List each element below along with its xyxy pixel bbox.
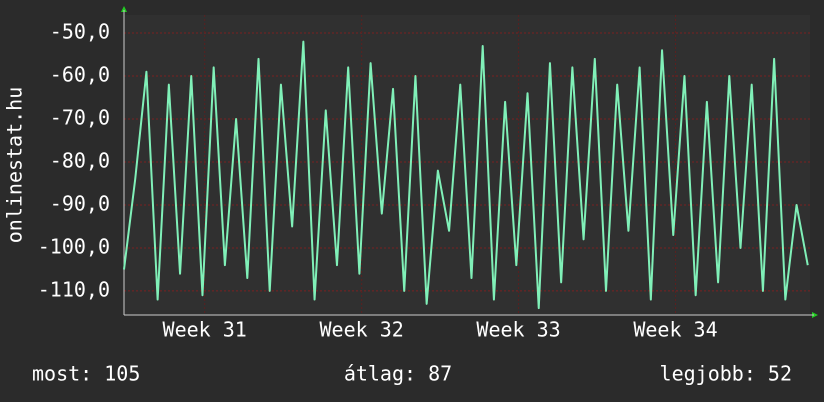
axis-arrow [812, 312, 818, 318]
y-tick-label: -70,0 [50, 106, 110, 130]
x-tick-label: Week 34 [633, 318, 717, 342]
y-tick-label: -50,0 [50, 20, 110, 44]
y-tick-label: -110,0 [38, 277, 110, 301]
footer-average: átlag: 87 [344, 362, 452, 386]
y-tick-label: -80,0 [50, 148, 110, 172]
plot-area [124, 15, 810, 315]
x-tick-label: Week 32 [319, 318, 403, 342]
x-tick-label: Week 31 [163, 318, 247, 342]
axis-arrow [121, 6, 127, 12]
footer-best: legjobb: 52 [660, 362, 792, 386]
y-tick-label: -60,0 [50, 63, 110, 87]
y-tick-label: -100,0 [38, 234, 110, 258]
y-tick-label: -90,0 [50, 191, 110, 215]
data-line [123, 40, 809, 310]
footer-current: most: 105 [32, 362, 140, 386]
y-axis-label: onlinestat.hu [3, 87, 27, 244]
x-tick-label: Week 33 [476, 318, 560, 342]
